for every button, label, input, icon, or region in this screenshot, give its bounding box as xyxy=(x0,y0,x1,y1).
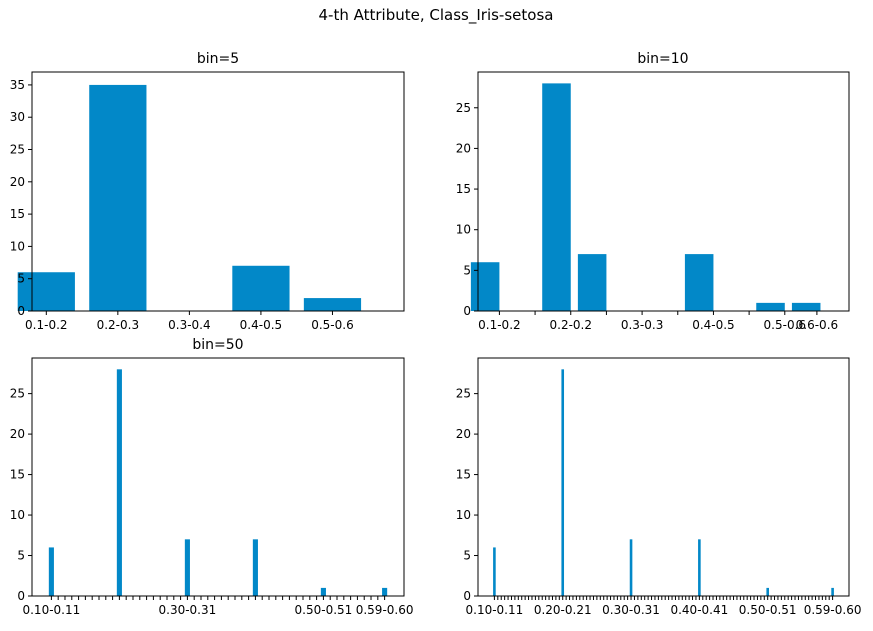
bar xyxy=(470,262,500,311)
x-tick-label: 0.4-0.5 xyxy=(692,318,735,332)
y-tick-label: 25 xyxy=(10,143,25,157)
x-tick-label: 0.59-0.60 xyxy=(356,603,414,617)
y-tick-label: 15 xyxy=(10,207,25,221)
subplot-title: bin=5 xyxy=(197,51,239,67)
y-tick-label: 25 xyxy=(456,101,471,115)
y-tick-label: 10 xyxy=(456,508,471,522)
bar xyxy=(561,369,565,596)
axes-frame xyxy=(31,71,405,312)
bar xyxy=(791,302,821,311)
y-tick-label: 5 xyxy=(17,549,25,563)
bar xyxy=(252,539,258,596)
y-tick-label: 10 xyxy=(10,508,25,522)
y-tick-label: 0 xyxy=(463,304,471,318)
y-tick-label: 0 xyxy=(463,589,471,603)
x-tick-label: 0.6-0.6 xyxy=(796,318,839,332)
subplot-bin-10: bin=10 0 5 10 15 20 25 0.1-0.2 0.2-0.2 0.3-0.3 0.… xyxy=(456,51,850,332)
x-tick-label: 0.30-0.31 xyxy=(602,603,660,617)
x-tick-label: 0.3-0.3 xyxy=(621,318,664,332)
bar xyxy=(48,547,54,596)
bar xyxy=(116,369,122,596)
x-tick-label: 0.1-0.2 xyxy=(478,318,521,332)
x-tick-label: 0.50-0.51 xyxy=(295,603,353,617)
x-tick-label: 0.20-0.21 xyxy=(534,603,592,617)
x-tick-label: 0.5-0.6 xyxy=(311,318,354,332)
subplot-bin-5: bin=5 0 5 10 15 20 25 30 35 0.1-0.2 0.2-0.3 0.3-0.… xyxy=(10,51,405,332)
axes-frame xyxy=(477,71,850,312)
subplot-bin-50: bin=50 0 5 10 15 20 25 0.10-0.11 0.30-0.31 0.50-… xyxy=(10,337,414,617)
subplot-title: bin=10 xyxy=(637,51,688,67)
y-tick-label: 15 xyxy=(456,468,471,482)
bar xyxy=(493,547,496,596)
x-tick-label: 0.10-0.11 xyxy=(466,603,524,617)
subplot-bin-100: 0 5 10 15 20 25 0.10-0.11 0.20-0.21 0.30-0.31 0.4… xyxy=(456,357,862,617)
x-tick-label: 0.40-0.41 xyxy=(670,603,728,617)
y-tick-label: 30 xyxy=(10,110,25,124)
bar xyxy=(756,302,785,311)
x-tick-label: 0.3-0.4 xyxy=(168,318,211,332)
y-tick-label: 20 xyxy=(456,427,471,441)
subplot-title: bin=50 xyxy=(192,337,243,353)
y-tick-label: 25 xyxy=(10,387,25,401)
y-tick-label: 10 xyxy=(456,223,471,237)
x-tick-label: 0.4-0.5 xyxy=(240,318,283,332)
bar xyxy=(831,587,834,596)
y-tick-label: 10 xyxy=(10,239,25,253)
y-tick-label: 15 xyxy=(10,468,25,482)
y-tick-label: 15 xyxy=(456,182,471,196)
y-tick-label: 20 xyxy=(10,175,25,189)
x-tick-label: 0.1-0.2 xyxy=(25,318,68,332)
bar xyxy=(698,539,701,596)
y-tick-label: 5 xyxy=(17,272,25,286)
y-tick-label: 25 xyxy=(456,387,471,401)
axes-frame xyxy=(477,357,850,597)
x-tick-label: 0.10-0.11 xyxy=(22,603,80,617)
x-tick-label: 0.30-0.31 xyxy=(159,603,217,617)
bar xyxy=(320,587,326,596)
y-tick-label: 5 xyxy=(463,263,471,277)
bar xyxy=(303,298,362,311)
bar xyxy=(629,539,633,596)
bar xyxy=(17,272,75,311)
x-tick-label: 0.5-0.6 xyxy=(764,318,807,332)
bar xyxy=(542,83,571,311)
x-tick-label: 0.2-0.3 xyxy=(97,318,140,332)
x-tick-label: 0.50-0.51 xyxy=(739,603,797,617)
axes-frame xyxy=(31,357,405,597)
bar xyxy=(232,265,290,311)
y-tick-label: 35 xyxy=(10,78,25,92)
bar xyxy=(577,254,607,311)
y-tick-label: 0 xyxy=(17,589,25,603)
x-tick-label: 0.59-0.60 xyxy=(804,603,862,617)
bar xyxy=(684,254,714,311)
y-tick-label: 20 xyxy=(10,427,25,441)
x-tick-label: 0.2-0.2 xyxy=(550,318,593,332)
bar xyxy=(184,539,190,596)
bar xyxy=(89,84,147,311)
y-tick-label: 5 xyxy=(463,549,471,563)
bar xyxy=(766,587,769,596)
figure-title: 4-th Attribute, Class_Iris-setosa xyxy=(319,6,554,25)
bar xyxy=(382,587,388,596)
y-tick-label: 20 xyxy=(456,141,471,155)
y-tick-label: 0 xyxy=(17,304,25,318)
